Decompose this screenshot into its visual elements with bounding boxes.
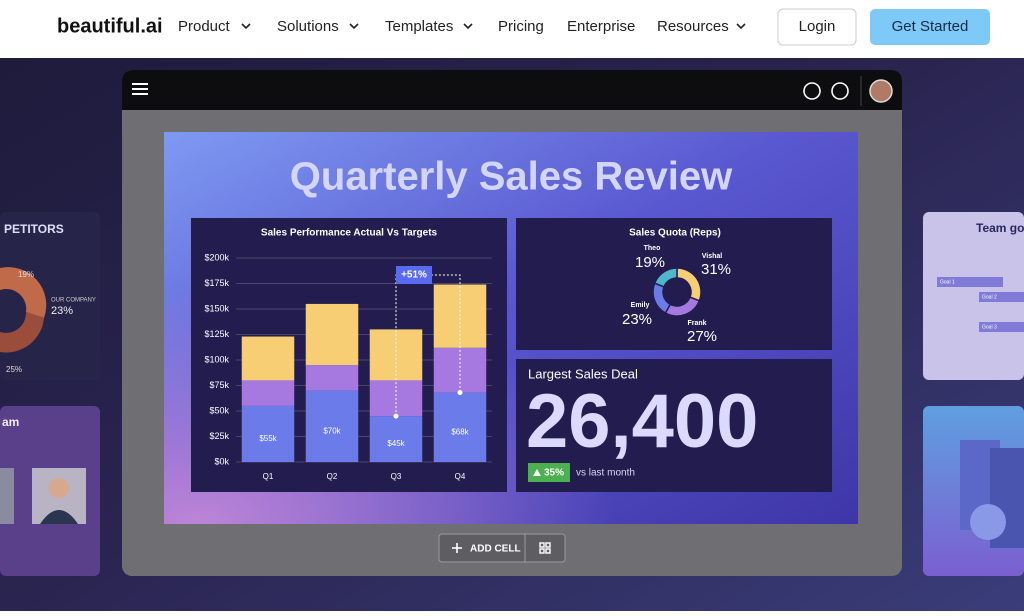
x-tick-label: Q4 — [455, 472, 466, 481]
photo — [0, 468, 14, 524]
card-title: PETITORS — [4, 222, 64, 236]
bar-value-label: $70k — [323, 426, 341, 435]
grid-icon[interactable] — [539, 542, 551, 554]
login-label: Login — [799, 18, 836, 35]
side-card — [0, 212, 100, 380]
photo-body — [40, 510, 78, 524]
donut-value-label: 23% — [622, 311, 652, 328]
goal-label: Goal 3 — [982, 324, 997, 330]
slide-title: Quarterly Sales Review — [290, 155, 733, 199]
chart-title: Sales Performance Actual Vs Targets — [261, 228, 438, 239]
donut-name: Theo — [644, 245, 661, 252]
x-tick-label: Q2 — [327, 472, 338, 481]
y-tick-label: $100k — [204, 354, 229, 364]
card-value: 25% — [6, 365, 22, 374]
avatar[interactable] — [869, 79, 893, 103]
change-note: vs last month — [576, 468, 635, 479]
y-tick-label: $150k — [204, 303, 229, 313]
card-label: OUR COMPANY — [51, 298, 96, 304]
donut-segment — [653, 267, 678, 288]
annotation-box — [396, 266, 432, 284]
bar-segment — [305, 303, 359, 366]
donut-name: Vishal — [702, 253, 723, 260]
goal-label: Goal 1 — [940, 279, 955, 285]
side-card — [923, 212, 1024, 380]
nav-item[interactable]: Enterprise — [567, 18, 635, 35]
cta-label: Get Started — [892, 18, 969, 35]
y-tick-label: $50k — [209, 405, 229, 415]
change-value: 35% — [544, 468, 564, 479]
goal-label: Goal 2 — [982, 294, 997, 300]
annotation-dot — [457, 390, 463, 396]
y-tick-label: $0k — [214, 456, 229, 466]
annotation-dot — [393, 413, 399, 419]
donut-value-label: 19% — [635, 254, 665, 271]
nav-item[interactable]: Solutions — [277, 18, 339, 35]
bar-segment — [241, 336, 295, 381]
bar-segment — [241, 380, 295, 406]
login-button[interactable] — [777, 8, 857, 46]
donut-name: Emily — [631, 302, 650, 309]
bar-segment — [241, 405, 295, 462]
logo[interactable]: beautiful.ai — [57, 15, 163, 37]
comment-icon[interactable] — [831, 82, 849, 100]
user-icon[interactable] — [803, 82, 821, 100]
change-badge — [528, 463, 570, 482]
bar-segment — [369, 416, 423, 462]
card-value: 23% — [51, 305, 73, 317]
x-tick-label: Q1 — [263, 472, 274, 481]
bar-segment — [305, 365, 359, 391]
menu-icon[interactable] — [132, 83, 148, 95]
x-tick-label: Q3 — [391, 472, 402, 481]
bar-chart: $0k $25k $50k $75k $100k $125k $150k $175k $200k… — [204, 252, 492, 481]
editor-toolbar — [122, 70, 902, 110]
goal-bar — [937, 277, 1003, 287]
photo-face — [49, 478, 69, 498]
card-shape — [0, 312, 44, 353]
chevrons — [241, 23, 746, 30]
bar-value-label: $45k — [387, 439, 405, 448]
deal-title: Largest Sales Deal — [528, 366, 638, 381]
plus-icon — [452, 543, 462, 553]
donut-name: Frank — [687, 320, 706, 327]
y-tick-label: $200k — [204, 252, 229, 262]
add-cell-label: ADD CELL — [470, 544, 521, 555]
deal-value: 26,400 — [526, 379, 758, 464]
card-value: 19% — [18, 270, 34, 279]
bar-segment — [305, 390, 359, 462]
donut-value-label: 27% — [687, 328, 717, 345]
nav-item[interactable]: Product — [178, 18, 231, 35]
bar-value-label: $68k — [451, 427, 469, 436]
goal-bar — [979, 322, 1024, 332]
chart-panel — [516, 218, 832, 350]
add-cell-button[interactable] — [438, 533, 566, 563]
card-title: am — [2, 415, 19, 429]
card-title: Team go — [976, 221, 1024, 235]
shape — [970, 504, 1006, 540]
y-tick-label: $125k — [204, 329, 229, 339]
up-arrow — [533, 469, 541, 476]
y-tick-label: $175k — [204, 278, 229, 288]
y-tick-label: $75k — [209, 380, 229, 390]
annotation-label: +51% — [401, 270, 427, 281]
cta-button[interactable] — [870, 9, 990, 45]
chart-title: Sales Quota (Reps) — [629, 228, 721, 239]
nav-item[interactable]: Pricing — [498, 18, 544, 35]
card-shape — [0, 267, 47, 318]
nav-item[interactable]: Templates — [385, 18, 453, 35]
goal-bar — [979, 292, 1024, 302]
bar-value-label: $55k — [259, 434, 277, 443]
y-tick-label: $25k — [209, 431, 229, 441]
nav-item[interactable]: Resources — [657, 18, 729, 35]
bar-segment — [433, 392, 487, 462]
donut-value-label: 31% — [701, 261, 731, 278]
